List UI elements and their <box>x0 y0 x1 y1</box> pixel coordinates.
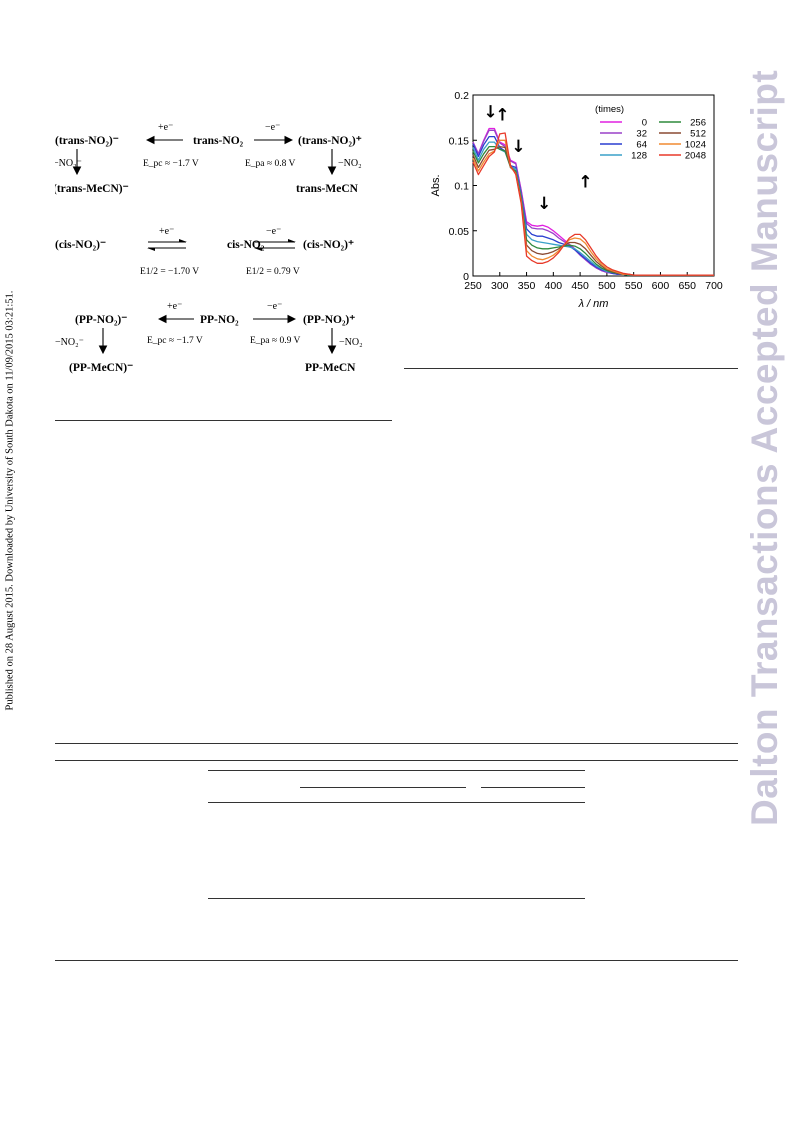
change-arrow: ↓ <box>484 103 498 123</box>
trans-left-loss: −NO₂⁻ <box>55 158 82 169</box>
series-lines <box>472 127 714 276</box>
trans-red-potential: E_pc ≈ −1.7 V <box>143 159 199 169</box>
x-tick-label: 400 <box>545 280 563 292</box>
table-top-rule-1 <box>55 743 738 744</box>
y-tick-label: 0 <box>463 271 469 283</box>
trans-reduced-species: (trans-NO₂)⁻ <box>55 135 119 147</box>
pp-left-product: (PP-MeCN)⁻ <box>69 362 133 374</box>
inner-table-top-rule <box>208 770 585 771</box>
legend-label: 256 <box>690 118 706 129</box>
legend-label: 32 <box>636 129 647 140</box>
trans-red-label: +e⁻ <box>158 122 173 133</box>
inner-table-header-rule <box>208 802 585 803</box>
axes: 250 300 350 400 450 500 550 600 650 700 0 0.05 0.1 0.… <box>449 90 723 292</box>
trans-right-loss: −NO₂ <box>338 158 362 169</box>
table-bottom-rule <box>55 960 738 961</box>
trans-ox-label: −e⁻ <box>265 122 280 133</box>
inner-table-group-rule-2 <box>481 787 585 788</box>
x-tick-label: 500 <box>598 280 616 292</box>
x-tick-label: 600 <box>652 280 670 292</box>
x-tick-label: 300 <box>491 280 509 292</box>
pp-left-loss: −NO₂⁻ <box>55 337 84 348</box>
x-tick-label: 450 <box>571 280 589 292</box>
legend-title: (times) <box>595 104 624 115</box>
publication-note: Published on 28 August 2015. Downloaded … <box>4 290 16 711</box>
legend-label: 2048 <box>685 151 706 162</box>
trans-ox-potential: E_pa ≈ 0.8 V <box>245 159 296 169</box>
cis-red-label: +e⁻ <box>159 226 174 237</box>
change-arrow: ↓ <box>511 137 525 157</box>
x-tick-label: 650 <box>678 280 696 292</box>
trans-left-product: (trans-MeCN)⁻ <box>55 183 129 195</box>
x-tick-label: 700 <box>705 280 723 292</box>
pp-right-product: PP-MeCN <box>305 362 356 374</box>
pp-oxidized-species: (PP-NO₂)⁺ <box>303 314 355 326</box>
change-arrows: ↓↑↓↓↑ <box>484 103 593 214</box>
cis-reduced-species: (cis-NO₂)⁻ <box>55 239 106 251</box>
legend-label: 128 <box>631 151 647 162</box>
uv-vis-chart: 250 300 350 400 450 500 550 600 650 700 0 0.05 0.1 0.… <box>430 90 723 310</box>
cis-oxidized-species: (cis-NO₂)⁺ <box>303 239 354 251</box>
trans-oxidized-species: (trans-NO₂)⁺ <box>298 135 362 147</box>
pp-red-potential: E_pc ≈ −1.7 V <box>147 336 203 346</box>
change-arrow: ↓ <box>537 194 551 214</box>
inner-table-group-rule-1 <box>300 787 466 788</box>
pp-ox-potential: E_pa ≈ 0.9 V <box>250 336 301 346</box>
scheme-bottom-rule <box>55 420 392 421</box>
series-line-2048 <box>472 132 714 276</box>
x-tick-label: 250 <box>464 280 482 292</box>
pp-right-loss: −NO₂ <box>339 337 363 348</box>
pp-ox-label: −e⁻ <box>267 301 282 312</box>
change-arrow: ↑ <box>578 172 592 192</box>
x-axis-label: λ / nm <box>578 298 609 310</box>
cis-ox-potential: E1/2 = 0.79 V <box>246 267 300 277</box>
legend-label: 512 <box>690 129 706 140</box>
figure-bottom-rule <box>404 368 738 369</box>
y-axis-label: Abs. <box>430 174 442 196</box>
cis-red-potential: E1/2 = −1.70 V <box>140 267 199 277</box>
accepted-manuscript-watermark: Dalton Transactions Accepted Manuscript <box>744 69 785 826</box>
trans-parent-species: trans-NO₂ <box>193 135 244 147</box>
y-tick-label: 0.15 <box>449 135 470 147</box>
legend-label: 1024 <box>685 140 706 151</box>
trans-right-product: trans-MeCN <box>296 183 359 195</box>
legend-label: 64 <box>636 140 647 151</box>
x-tick-label: 550 <box>625 280 643 292</box>
cis-parent-species: cis-NO₂ <box>227 239 265 251</box>
legend-label: 0 <box>642 118 647 129</box>
y-tick-label: 0.2 <box>454 90 469 102</box>
cis-ox-label: −e⁻ <box>266 226 281 237</box>
pp-red-label: +e⁻ <box>167 301 182 312</box>
redox-scheme: (trans-NO₂)⁻ trans-NO₂ (trans-NO₂)⁺ +e⁻ … <box>55 122 363 374</box>
change-arrow: ↑ <box>495 105 509 125</box>
table-top-rule-2 <box>55 760 738 761</box>
y-tick-label: 0.05 <box>449 226 470 238</box>
x-tick-label: 350 <box>518 280 536 292</box>
series-line-32 <box>472 129 714 276</box>
inner-table-bottom-rule <box>208 898 585 899</box>
pp-parent-species: PP-NO₂ <box>200 314 239 326</box>
pp-reduced-species: (PP-NO₂)⁻ <box>75 314 127 326</box>
y-tick-label: 0.1 <box>454 181 469 193</box>
